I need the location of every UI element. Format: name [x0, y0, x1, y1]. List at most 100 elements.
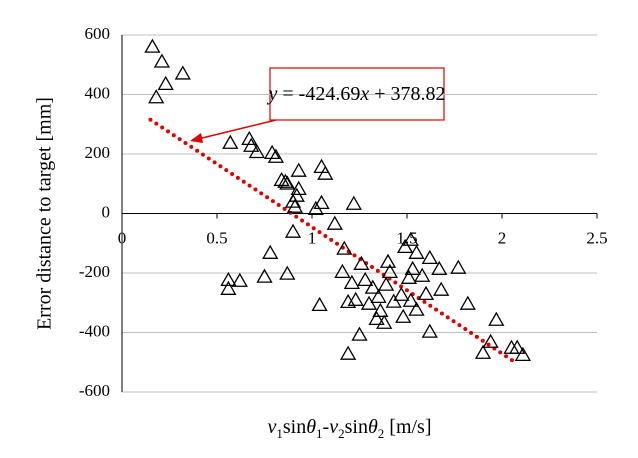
y-tick-label: -200: [79, 262, 110, 281]
point: [157, 75, 174, 90]
point: [290, 180, 307, 196]
annotation-arrow: [197, 119, 277, 140]
point: [402, 231, 419, 246]
point: [153, 53, 171, 68]
point: [408, 244, 425, 259]
point: [385, 293, 402, 308]
x-axis-label-part: 2: [378, 426, 385, 441]
point: [357, 271, 374, 287]
point: [248, 143, 266, 159]
point: [421, 249, 438, 265]
point: [313, 158, 330, 173]
x-axis-label-part: -: [323, 416, 330, 438]
point: [360, 295, 378, 310]
x-tick-label: 1: [308, 228, 317, 247]
point: [267, 148, 285, 163]
point: [379, 253, 397, 268]
point: [377, 276, 395, 291]
point: [222, 134, 239, 149]
point: [277, 173, 294, 188]
point: [339, 345, 357, 360]
x-axis-label-part: θ: [306, 416, 316, 438]
x-axis-label-part: 2: [338, 426, 345, 441]
point: [381, 263, 399, 279]
arrow-head: [190, 133, 203, 143]
point: [368, 310, 385, 326]
point: [336, 240, 353, 255]
y-tick-label: -600: [79, 381, 110, 400]
point: [408, 301, 425, 316]
y-tick-label: 600: [85, 24, 111, 43]
point: [343, 274, 361, 290]
point: [284, 223, 302, 238]
point: [286, 198, 304, 213]
point: [279, 175, 296, 190]
x-axis-label-part: 1: [276, 426, 283, 441]
x-tick-label: 2: [498, 228, 507, 247]
point: [393, 286, 410, 301]
x-axis-label-part: v: [329, 416, 338, 438]
point: [395, 308, 412, 323]
x-axis-label-part: θ: [368, 416, 378, 438]
y-tick-label: 200: [85, 143, 111, 162]
point: [372, 302, 389, 317]
point: [474, 344, 492, 359]
point: [514, 346, 532, 362]
point: [288, 187, 305, 202]
x-axis-label-part: sin: [283, 416, 306, 438]
point: [345, 195, 362, 210]
point: [414, 267, 431, 282]
trendline-equation-part: + 378.82: [369, 83, 445, 105]
point: [402, 292, 419, 307]
point: [220, 271, 237, 287]
point: [313, 194, 330, 209]
x-tick-label: 2.5: [586, 228, 607, 247]
x-tick-label: 0: [118, 228, 127, 247]
point: [353, 255, 370, 270]
trendline-equation-part: x: [359, 83, 369, 105]
point: [148, 89, 165, 104]
point: [256, 268, 273, 283]
point: [459, 295, 476, 310]
y-tick-label: 0: [102, 202, 111, 221]
point: [290, 162, 307, 177]
y-axis-label: Error distance to target [mm]: [34, 97, 56, 330]
point: [317, 165, 334, 180]
y-tick-label: -400: [79, 321, 110, 340]
x-tick-label: 1.5: [396, 228, 417, 247]
point: [364, 279, 381, 294]
x-axis-label-part: 1: [316, 426, 323, 441]
point: [417, 285, 435, 301]
point: [431, 260, 448, 276]
point: [311, 296, 328, 312]
point: [284, 193, 302, 208]
trendline-equation: y = -424.69x + 378.82: [266, 83, 445, 105]
y-tick-label: 400: [85, 83, 111, 102]
point: [351, 326, 368, 341]
point: [241, 130, 258, 146]
trendline-equation-part: y: [266, 83, 277, 105]
trendline-equation-part: = -424.69: [277, 83, 360, 105]
point: [404, 260, 421, 276]
point: [262, 244, 279, 259]
point: [326, 215, 343, 230]
x-axis-label-part: sin: [345, 416, 368, 438]
point: [450, 259, 467, 274]
point: [421, 323, 438, 338]
point: [339, 293, 357, 309]
x-tick-label: 0.5: [206, 228, 227, 247]
point: [279, 265, 296, 280]
point: [220, 280, 237, 295]
point: [509, 339, 526, 354]
point: [174, 65, 191, 80]
point: [263, 144, 281, 160]
point: [482, 333, 499, 348]
point: [334, 263, 351, 279]
point: [376, 314, 393, 329]
x-axis-label: v1sinθ1-v2sinθ2 [m/s]: [267, 416, 431, 442]
x-axis-label-part: v: [267, 416, 276, 438]
point: [488, 311, 505, 326]
point: [347, 291, 364, 306]
point: [370, 288, 387, 303]
